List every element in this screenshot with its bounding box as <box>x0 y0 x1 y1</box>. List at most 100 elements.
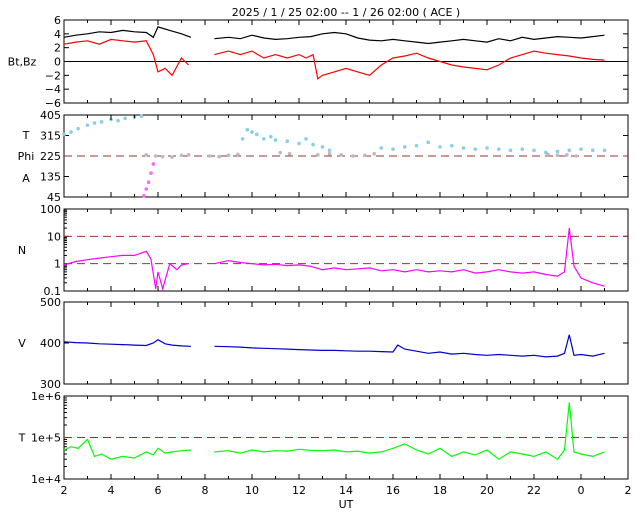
series-line-t <box>214 402 605 460</box>
data-point-phi-toward <box>69 130 73 134</box>
data-point-phi-toward <box>520 147 525 151</box>
data-point-phi-toward <box>269 134 273 139</box>
data-point-phi-toward <box>273 138 278 142</box>
data-point-phi-other <box>151 162 156 166</box>
data-point-phi-toward <box>254 132 259 137</box>
y-tick-label: 10 <box>47 230 61 243</box>
y-tick-label: 100 <box>40 203 61 216</box>
data-point-phi-other <box>146 180 151 184</box>
data-point-phi-toward <box>579 147 583 151</box>
x-tick-label: 20 <box>480 484 494 497</box>
y-tick-label: −4 <box>45 83 61 96</box>
y-tick-label: −2 <box>45 69 61 82</box>
y-axis-label: A <box>22 172 30 185</box>
y-axis-label: Phi <box>18 150 35 163</box>
data-point-phi-toward <box>532 148 536 153</box>
x-tick-label: 8 <box>202 484 209 497</box>
series-line-bt <box>214 31 605 45</box>
data-point-phi-away <box>186 153 191 157</box>
data-point-phi-toward <box>92 121 97 125</box>
data-point-phi-toward <box>555 149 560 154</box>
y-axis-label: V <box>18 337 26 350</box>
data-point-phi-away <box>316 153 320 157</box>
data-point-phi-toward <box>245 128 250 132</box>
data-point-phi-toward <box>391 147 395 151</box>
x-tick-label: 12 <box>292 484 306 497</box>
series-line-bz <box>214 50 605 80</box>
data-point-phi-other <box>144 187 149 191</box>
data-point-phi-toward <box>285 139 290 143</box>
data-point-phi-toward <box>311 142 315 147</box>
y-tick-label: 135 <box>40 171 61 184</box>
panel-density: 100 10 1 0.1 N <box>18 203 629 298</box>
x-tick-label: 2 <box>61 484 68 497</box>
data-point-phi-away <box>217 154 221 159</box>
y-tick-label: 45 <box>47 191 61 204</box>
x-tick-label: 2 <box>625 484 632 497</box>
data-point-phi-toward <box>590 148 595 153</box>
y-tick-label: 1e+5 <box>31 432 61 445</box>
data-point-phi-away <box>565 153 569 157</box>
x-tick-label: 18 <box>433 484 447 497</box>
x-tick-label: 14 <box>339 484 353 497</box>
data-point-phi-toward <box>485 146 489 150</box>
data-point-phi-away <box>236 152 240 157</box>
y-tick-label: 500 <box>40 296 61 309</box>
panel-temp: 1e+6 1e+5 1e+4 T <box>18 390 629 486</box>
data-point-phi-away <box>555 153 560 158</box>
y-tick-label: 400 <box>40 337 61 350</box>
panel-frame <box>63 301 629 385</box>
data-point-phi-toward <box>567 148 572 153</box>
data-point-phi-away <box>339 153 344 157</box>
data-point-phi-toward <box>261 137 266 141</box>
data-point-phi-other <box>142 194 146 198</box>
series-line-bt <box>63 26 192 39</box>
data-point-phi-toward <box>496 147 501 151</box>
data-point-phi-toward <box>304 137 308 141</box>
x-tick-label: 4 <box>108 484 115 497</box>
data-point-phi-toward <box>99 120 104 124</box>
data-point-phi-toward <box>320 145 325 149</box>
data-point-phi-toward <box>426 140 431 145</box>
y-tick-label: 300 <box>40 378 61 391</box>
x-axis: 2 4 6 8 10 12 14 16 18 20 22 0 2 <box>61 484 632 497</box>
data-point-phi-away <box>351 154 355 158</box>
data-point-phi-away <box>144 153 149 157</box>
data-point-phi-toward <box>473 147 478 151</box>
series-line-n <box>214 228 605 287</box>
series-line-v <box>63 338 191 347</box>
data-point-phi-other <box>149 171 153 175</box>
data-point-phi-away <box>179 153 184 158</box>
data-point-phi-toward <box>379 146 384 150</box>
panel-frame <box>63 208 629 292</box>
y-tick-label: −6 <box>45 97 61 110</box>
data-point-phi-toward <box>62 132 66 137</box>
data-point-phi-away <box>226 153 231 158</box>
data-point-phi-away <box>153 154 158 158</box>
data-point-phi-toward <box>116 118 120 123</box>
y-tick-label: 315 <box>40 130 61 143</box>
data-point-phi-away <box>207 154 212 158</box>
x-tick-label: 22 <box>527 484 541 497</box>
data-point-phi-toward <box>85 123 90 128</box>
data-point-phi-toward <box>449 143 454 148</box>
x-tick-label: 16 <box>386 484 400 497</box>
data-point-phi-toward <box>438 145 442 149</box>
data-point-phi-away <box>278 150 283 155</box>
panel-speed: 500 400 300 V <box>18 296 629 391</box>
x-tick-label: 10 <box>245 484 259 497</box>
data-point-phi-away <box>546 152 550 157</box>
data-point-phi-toward <box>139 114 144 118</box>
data-point-phi-toward <box>461 146 466 150</box>
data-point-phi-toward <box>402 145 407 149</box>
panels-group: 6420−2−4−6Bt,Bz40531522513545TPhiA100101… <box>8 14 629 486</box>
y-axis-label: Bt,Bz <box>8 56 37 69</box>
y-tick-label: 225 <box>40 150 61 163</box>
data-point-phi-toward <box>250 130 254 134</box>
y-tick-label: 2 <box>54 42 61 55</box>
y-tick-label: 1e+4 <box>31 473 61 486</box>
x-tick-label: 0 <box>578 484 585 497</box>
data-point-phi-toward <box>123 116 127 121</box>
